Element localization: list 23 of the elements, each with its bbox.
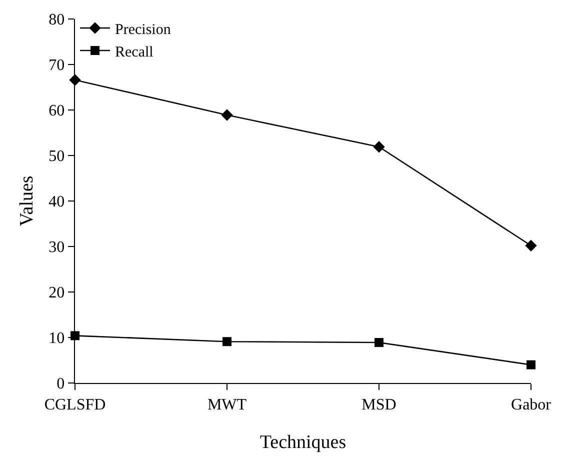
x-tick-label: CGLSFD [44,396,106,414]
point [526,360,536,370]
y-tick-label: 60 [48,102,65,120]
point [374,338,384,348]
y-tick-label: 80 [48,12,65,29]
x-tick-label: MWT [207,396,247,414]
y-tick-label: 20 [48,284,65,302]
x-axis-title: Techniques [260,432,346,454]
point [525,240,537,252]
x-tick-label: MSD [362,396,396,414]
x-tick-label: Gabor [511,396,552,414]
y-axis-title: Values [16,176,38,226]
y-tick-label: 10 [48,330,65,348]
point [373,141,385,153]
y-tick-label: 30 [48,239,65,256]
y-tick-label: 0 [56,376,65,393]
legend-label: Recall [115,44,154,60]
point [222,337,232,346]
y-tick-label: 70 [48,57,65,74]
point [221,109,233,121]
legend-label: Precision [115,22,172,38]
y-tick-label: 40 [48,194,65,211]
y-tick-label: 50 [48,148,65,166]
